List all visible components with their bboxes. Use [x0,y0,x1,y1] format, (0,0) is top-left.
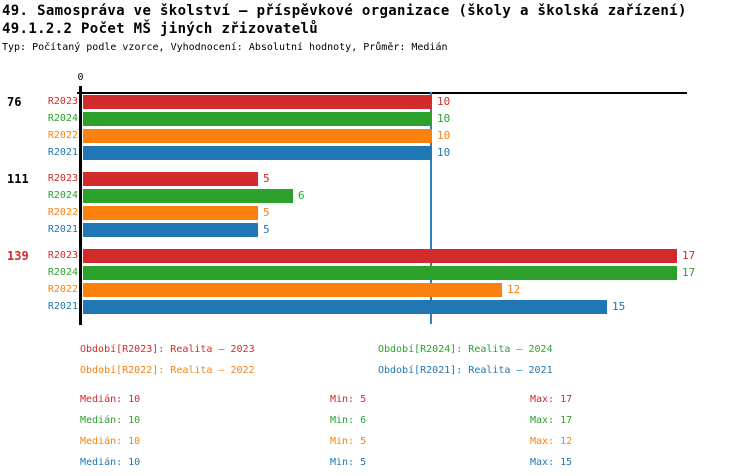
series-label: R2022 [47,130,78,141]
bar [83,146,432,160]
stat-min: Min: 5 [330,394,367,405]
legend: Období[R2023]: Realita – 2023 Období[R202… [0,336,750,386]
bar [83,249,677,263]
bar [83,300,607,314]
bar-value-label: 15 [612,300,626,313]
series-label: R2023 [47,250,78,261]
stat-max: Max: 12 [530,436,573,447]
series-label: R2021 [47,301,78,312]
stat-median: Medián: 10 [80,415,141,426]
stat-max: Max: 17 [530,415,573,426]
series-label: R2021 [47,147,78,158]
stat-max: Max: 17 [530,394,573,405]
bar [83,112,432,126]
bar-value-label: 10 [437,112,451,125]
chart-title-line1: 49. Samospráva ve školství – příspěvkové… [2,3,687,19]
bar-value-label: 5 [263,223,270,236]
bar-value-label: 10 [437,129,451,142]
bar-value-label: 17 [682,266,696,279]
bar [83,95,432,109]
series-label: R2024 [47,267,78,278]
y-axis-line [79,86,82,325]
bar [83,189,293,203]
bar-value-label: 12 [507,283,521,296]
bar [83,223,258,237]
bar-value-label: 10 [437,146,451,159]
group-label: 76 [7,95,22,109]
stat-median: Medián: 10 [80,457,141,468]
legend-entry: Období[R2023]: Realita – 2023 [80,344,255,355]
group-label: 139 [7,249,29,263]
stat-median: Medián: 10 [80,436,141,447]
chart-title-line2: 49.1.2.2 Počet MŠ jiných zřizovatelů [2,21,319,37]
stats-panel: Medián: 10 Min: 5 Max: 17 Medián: 10 Min: 6 M… [0,386,750,476]
bar [83,206,258,220]
legend-entry: Období[R2024]: Realita – 2024 [378,344,553,355]
legend-entry: Období[R2021]: Realita – 2021 [378,365,553,376]
series-label: R2024 [47,113,78,124]
group-label: 111 [7,172,29,186]
bar [83,283,502,297]
bar-value-label: 5 [263,172,270,185]
series-label: R2023 [47,173,78,184]
stat-min: Min: 5 [330,457,367,468]
bar-value-label: 6 [298,189,305,202]
bar [83,172,258,186]
x-axis-top-line [77,92,687,94]
series-label: R2024 [47,190,78,201]
bar-value-label: 10 [437,95,451,108]
stat-min: Min: 6 [330,415,367,426]
bar [83,266,677,280]
x-axis-zero-label: 0 [77,72,84,83]
bar-value-label: 5 [263,206,270,219]
stat-min: Min: 5 [330,436,367,447]
series-label: R2022 [47,284,78,295]
series-label: R2023 [47,96,78,107]
median-line [430,92,432,324]
stat-median: Medián: 10 [80,394,141,405]
chart-subtitle: Typ: Počítaný podle vzorce, Vyhodnocení:… [2,42,448,53]
series-label: R2022 [47,207,78,218]
stat-max: Max: 15 [530,457,573,468]
bar [83,129,432,143]
bar-value-label: 17 [682,249,696,262]
series-label: R2021 [47,224,78,235]
legend-entry: Období[R2022]: Realita – 2022 [80,365,255,376]
